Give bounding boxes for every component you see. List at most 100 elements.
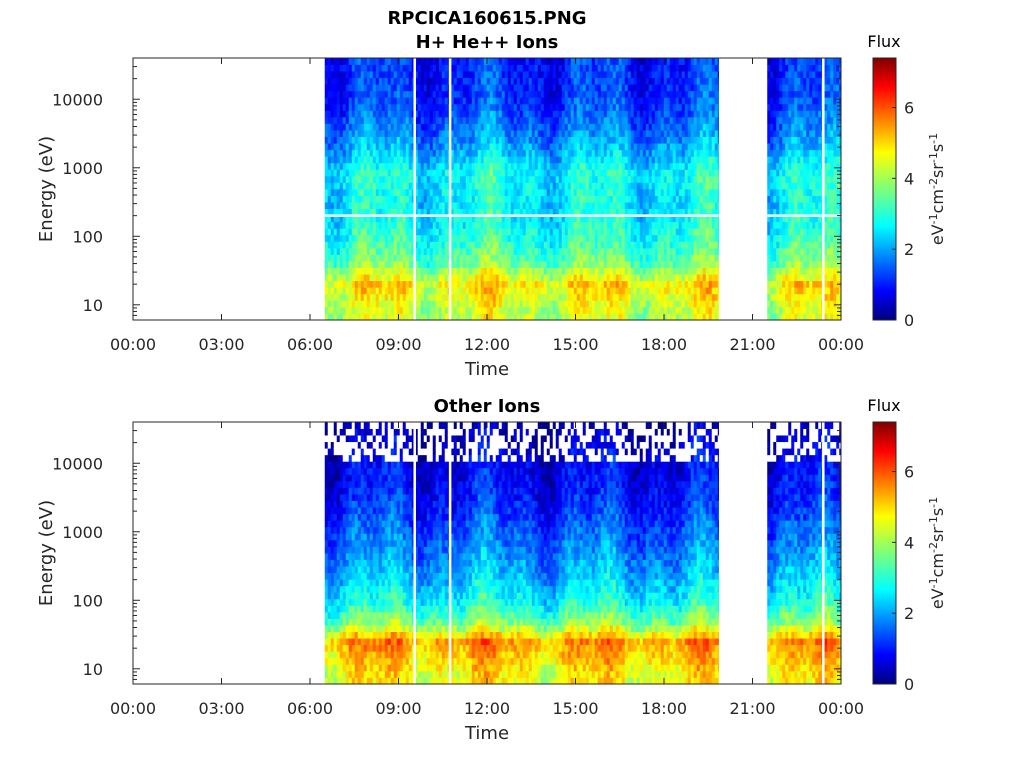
- spectrogram-cell: [351, 58, 356, 65]
- spectrogram-cell: [534, 202, 539, 210]
- spectrogram-cell: [465, 84, 470, 92]
- spectrogram-cell: [621, 64, 626, 72]
- spectrogram-cell: [555, 202, 560, 210]
- spectrogram-cell: [450, 116, 455, 124]
- spectrogram-cell: [402, 71, 407, 79]
- spectrogram-cell: [528, 195, 533, 203]
- spectrogram-cell: [438, 261, 443, 268]
- spectrogram-cell: [324, 202, 329, 210]
- spectrogram-cell: [534, 189, 539, 196]
- spectrogram-cell: [570, 143, 575, 151]
- spectrogram-cell: [462, 215, 467, 223]
- spectrogram-cell: [600, 58, 605, 65]
- spectrogram-cell: [489, 77, 494, 85]
- spectrogram-cell: [600, 136, 605, 144]
- spectrogram-cell: [339, 247, 344, 255]
- spectrogram-cell: [390, 84, 395, 92]
- spectrogram-cell: [621, 215, 626, 223]
- spectrogram-cell: [540, 156, 545, 164]
- spectrogram-cell: [543, 84, 548, 92]
- spectrogram-cell: [696, 103, 701, 111]
- spectrogram-cell: [603, 71, 608, 79]
- spectrogram-cell: [381, 247, 386, 255]
- spectrogram-cell: [642, 116, 647, 124]
- spectrogram-cell: [387, 280, 392, 288]
- spectrogram-cell: [501, 143, 506, 151]
- spectrogram-cell: [630, 254, 635, 262]
- spectrogram-cell: [693, 228, 698, 236]
- spectrogram-cell: [624, 228, 629, 236]
- spectrogram-cell: [546, 175, 551, 183]
- spectrogram-cell: [483, 293, 488, 301]
- spectrogram-cell: [663, 287, 668, 295]
- spectrogram-cell: [690, 162, 695, 170]
- spectrogram-cell: [678, 234, 683, 242]
- spectrogram-cell: [342, 182, 347, 190]
- spectrogram-cell: [630, 116, 635, 124]
- spectrogram-cell: [558, 293, 563, 301]
- spectrogram-cell: [504, 116, 509, 124]
- spectrogram-cell: [405, 136, 410, 144]
- spectrogram-cell: [678, 300, 683, 308]
- spectrogram-cell: [579, 274, 584, 282]
- spectrogram-cell: [633, 175, 638, 183]
- spectrogram-cell: [423, 130, 428, 137]
- spectrogram-cell: [687, 267, 692, 275]
- spectrogram-cell: [621, 189, 626, 196]
- spectrogram-cell: [369, 162, 374, 170]
- spectrogram-cell: [570, 110, 575, 118]
- spectrogram-cell: [477, 103, 482, 111]
- spectrogram-cell: [678, 189, 683, 196]
- spectrogram-cell: [441, 287, 446, 295]
- spectrogram-cell: [573, 241, 578, 249]
- spectrogram-cell: [441, 116, 446, 124]
- spectrogram-cell: [351, 241, 356, 249]
- spectrogram-cell: [471, 182, 476, 190]
- spectrogram-cell: [525, 221, 530, 229]
- spectrogram-cell: [378, 247, 383, 255]
- spectrogram-cell: [687, 280, 692, 288]
- spectrogram-cell: [441, 156, 446, 164]
- spectrogram-cell: [582, 241, 587, 249]
- spectrogram-cell: [540, 234, 545, 242]
- spectrogram-cell: [489, 215, 494, 223]
- spectrogram-cell: [591, 202, 596, 210]
- spectrogram-cell: [555, 287, 560, 295]
- spectrogram-cell: [597, 195, 602, 203]
- spectrogram-cell: [570, 234, 575, 242]
- spectrogram-cell: [432, 123, 437, 131]
- spectrogram-cell: [648, 267, 653, 275]
- spectrogram-cell: [681, 162, 686, 170]
- spectrogram-cell: [390, 71, 395, 79]
- spectrogram-cell: [489, 261, 494, 268]
- spectrogram-cell: [531, 71, 536, 79]
- spectrogram-cell: [348, 182, 353, 190]
- spectrogram-cell: [420, 208, 425, 216]
- spectrogram-cell: [342, 77, 347, 85]
- spectrogram-cell: [687, 116, 692, 124]
- spectrogram-cell: [417, 247, 422, 255]
- spectrogram-cell: [612, 254, 617, 262]
- spectrogram-cell: [342, 274, 347, 282]
- spectrogram-cell: [651, 162, 656, 170]
- spectrogram-cell: [435, 130, 440, 137]
- spectrogram-cell: [588, 77, 593, 85]
- spectrogram-cell: [495, 267, 500, 275]
- spectrogram-cell: [423, 247, 428, 255]
- spectrogram-cell: [597, 64, 602, 72]
- spectrogram-cell: [453, 123, 458, 131]
- spectrogram-cell: [510, 77, 515, 85]
- spectrogram-cell: [669, 215, 674, 223]
- spectrogram-cell: [660, 274, 665, 282]
- spectrogram-cell: [450, 123, 455, 131]
- spectrogram-cell: [369, 110, 374, 118]
- spectrogram-cell: [618, 130, 623, 137]
- spectrogram-cell: [510, 241, 515, 249]
- spectrogram-cell: [597, 123, 602, 131]
- spectrogram-cell: [576, 130, 581, 137]
- spectrogram-cell: [393, 267, 398, 275]
- spectrogram-cell: [342, 162, 347, 170]
- spectrogram-cell: [663, 58, 668, 65]
- spectrogram-cell: [480, 261, 485, 268]
- spectrogram-cell: [432, 71, 437, 79]
